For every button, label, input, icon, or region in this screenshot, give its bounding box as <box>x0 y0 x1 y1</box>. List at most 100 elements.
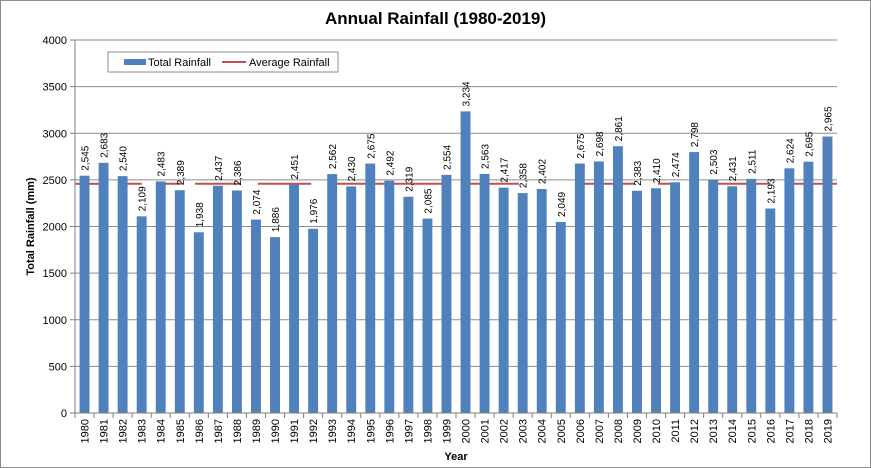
chart-title: Annual Rainfall (1980-2019) <box>324 9 547 28</box>
data-label: 2,389 <box>176 160 187 185</box>
data-labels: 2,545 2,683 2,540 2,109 2,483 2,389 1,938 2,437… <box>81 81 835 232</box>
x-tick-label: 1986 <box>194 419 206 443</box>
bar <box>651 188 661 413</box>
x-tick-label: 1996 <box>384 419 396 443</box>
data-label: 2,683 <box>100 132 111 157</box>
gridlines <box>75 39 837 367</box>
data-label: 2,474 <box>671 152 682 177</box>
data-label: 2,402 <box>538 159 549 184</box>
data-label: 2,675 <box>576 133 587 158</box>
data-label: 2,624 <box>785 138 796 163</box>
data-label: 2,563 <box>481 144 492 169</box>
y-tick-label: 1000 <box>43 315 67 327</box>
x-tick-label: 2014 <box>727 419 739 443</box>
bar <box>308 228 319 413</box>
bar <box>593 161 604 413</box>
data-label: 2,410 <box>652 158 663 183</box>
y-tick-label: 4000 <box>43 35 67 47</box>
x-tick-label: 2019 <box>822 419 834 443</box>
data-label: 1,938 <box>195 202 206 227</box>
bar <box>689 152 700 414</box>
data-label: 2,483 <box>157 151 168 176</box>
x-tick-label: 2006 <box>575 419 587 443</box>
bar <box>517 193 528 413</box>
x-tick-label: 1989 <box>251 419 263 443</box>
bar <box>670 182 681 413</box>
bar <box>708 179 719 413</box>
data-label: 2,319 <box>404 166 415 191</box>
y-tick-label: 1500 <box>43 268 67 280</box>
y-tick-label: 500 <box>49 361 67 373</box>
data-label: 2,430 <box>347 156 358 181</box>
bar <box>574 163 585 413</box>
data-label: 2,049 <box>557 191 568 216</box>
x-tick-label: 1988 <box>232 419 244 443</box>
x-tick-label: 1993 <box>327 419 339 443</box>
x-tick-label: 2015 <box>746 419 758 443</box>
x-tick-label: 1990 <box>270 419 282 443</box>
bar <box>365 163 376 413</box>
bar <box>536 189 547 413</box>
x-tick-label: 1995 <box>365 419 377 443</box>
bar <box>174 190 185 413</box>
data-label: 2,431 <box>728 156 739 181</box>
bars <box>79 111 833 414</box>
y-tick-label: 2500 <box>43 175 67 187</box>
data-label: 2,540 <box>119 146 130 171</box>
x-tick-label: 2010 <box>651 419 663 443</box>
bar <box>155 181 166 413</box>
data-label: 2,074 <box>252 189 263 214</box>
bar <box>727 186 738 413</box>
bar <box>803 161 814 413</box>
bar <box>289 184 300 413</box>
y-tick-label: 2000 <box>43 222 67 234</box>
x-tick-label: 2012 <box>689 419 701 443</box>
legend-label-total: Total Rainfall <box>148 57 211 69</box>
legend-swatch-total <box>124 59 146 65</box>
bar <box>612 146 623 414</box>
x-tick-label: 2002 <box>499 419 511 443</box>
x-tick-label: 2008 <box>613 419 625 443</box>
x-tick-label: 2001 <box>480 419 492 443</box>
bar <box>251 219 261 413</box>
bar <box>384 180 395 413</box>
y-axis-title: Total Rainfall (mm) <box>25 177 37 276</box>
x-tick-label: 2018 <box>803 419 815 443</box>
x-tick-label: 1985 <box>175 419 187 443</box>
bar <box>193 232 204 413</box>
data-label: 2,193 <box>766 178 777 203</box>
bar <box>270 237 280 413</box>
data-label: 2,358 <box>519 163 530 188</box>
bar <box>422 218 433 413</box>
legend-label-average: Average Rainfall <box>249 57 330 69</box>
x-tick-label: 1998 <box>422 419 434 443</box>
data-label: 2,695 <box>804 131 815 156</box>
bar <box>784 168 795 413</box>
data-label: 1,976 <box>309 198 320 223</box>
data-label: 2,503 <box>709 149 720 174</box>
x-tick-label: 2017 <box>784 419 796 443</box>
bar <box>555 221 566 413</box>
x-tick-label: 2004 <box>537 419 549 443</box>
bar <box>98 162 109 413</box>
bar <box>79 175 90 413</box>
bar <box>765 208 776 413</box>
bar <box>460 111 471 413</box>
x-tick-label: 1982 <box>118 419 130 443</box>
x-tick-label: 2005 <box>556 419 568 443</box>
bar <box>212 185 223 413</box>
x-tick-label: 2007 <box>594 419 606 443</box>
x-tick-label: 1992 <box>308 419 320 443</box>
x-tick-label: 1987 <box>213 419 225 443</box>
data-label: 3,234 <box>462 81 473 106</box>
x-tick-label: 2009 <box>632 419 644 443</box>
x-tick-label: 1981 <box>99 419 111 443</box>
bar <box>117 176 128 413</box>
y-tick-label: 0 <box>61 408 67 420</box>
data-label: 1,886 <box>271 207 282 232</box>
bar <box>498 187 509 413</box>
bar <box>479 174 490 413</box>
x-tick-label: 1994 <box>346 419 358 443</box>
x-tick-label: 1983 <box>137 419 149 443</box>
